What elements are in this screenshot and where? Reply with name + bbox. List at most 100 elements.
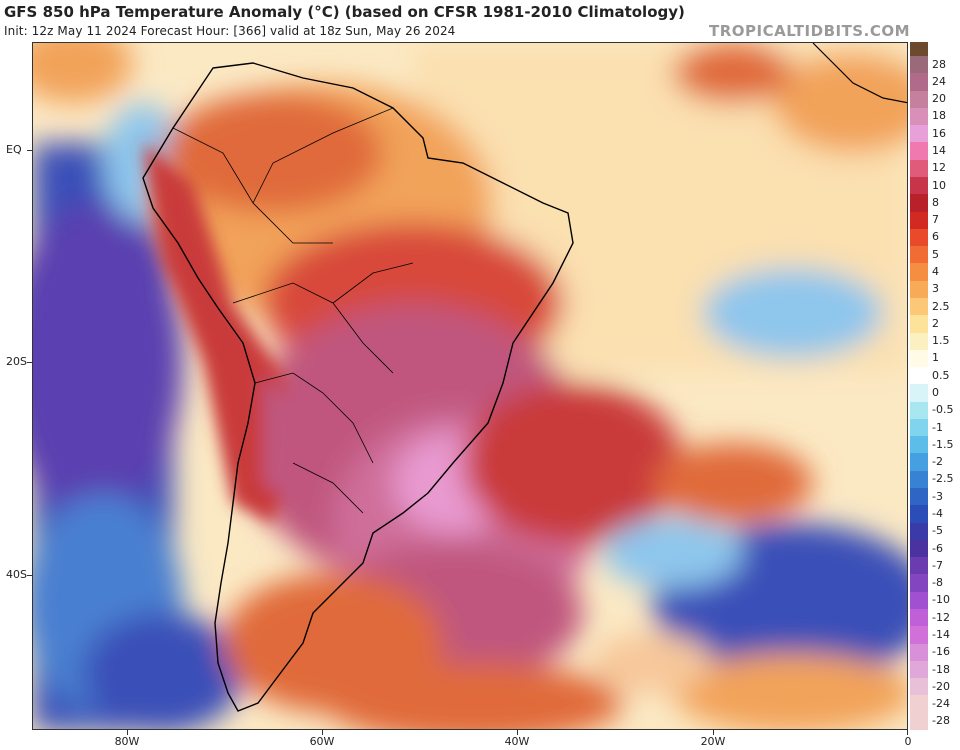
colorbar-cap [910, 42, 960, 56]
colorbar-swatch [910, 678, 928, 696]
colorbar-swatch [910, 574, 928, 592]
colorbar-level: 16 [910, 125, 960, 143]
lat-label-20s: 20S [6, 355, 27, 368]
colorbar-swatch [910, 125, 928, 143]
colorbar-swatch [910, 176, 928, 195]
colorbar-level: -8 [910, 574, 960, 592]
colorbar-swatch [910, 367, 928, 385]
colorbar-swatch [910, 384, 928, 402]
colorbar-label: 3 [932, 282, 939, 296]
colorbar-swatch [910, 211, 928, 229]
colorbar-swatch [910, 73, 928, 91]
colorbar-level: -4 [910, 505, 960, 523]
colorbar-label: 28 [932, 57, 946, 71]
colorbar-level: -20 [910, 678, 960, 696]
colorbar-level: 8 [910, 194, 960, 212]
colorbar-swatch [910, 349, 928, 368]
colorbar-swatch [910, 643, 928, 661]
map-canvas [33, 43, 907, 729]
colorbar-swatch [910, 246, 928, 264]
colorbar-swatch [910, 436, 928, 454]
colorbar-label: 5 [932, 247, 939, 261]
colorbar-level: 14 [910, 142, 960, 160]
colorbar-label: -2.5 [932, 472, 954, 486]
anomaly-field [33, 43, 907, 729]
colorbar-swatch [910, 626, 928, 644]
colorbar-swatch [910, 42, 928, 56]
colorbar-label: -5 [932, 524, 943, 538]
colorbar-label: 20 [932, 92, 946, 106]
colorbar-level: 28 [910, 56, 960, 74]
colorbar-swatch [910, 712, 928, 730]
colorbar-swatch [910, 660, 928, 679]
brand-watermark: TROPICALTIDBITS.COM [709, 22, 910, 40]
lat-label-40s: 40S [6, 568, 27, 581]
andes-anomaly [143, 143, 303, 523]
colorbar-label: -28 [932, 714, 950, 728]
colorbar-level: 7 [910, 211, 960, 229]
colorbar-label: -24 [932, 697, 950, 711]
lon-tick [907, 730, 908, 735]
colorbar-label: 10 [932, 178, 946, 192]
colorbar-label: 1 [932, 351, 939, 365]
colorbar-level: -14 [910, 626, 960, 644]
colorbar-label: -8 [932, 576, 943, 590]
colorbar-level: -5 [910, 522, 960, 540]
colorbar-label: 12 [932, 161, 946, 175]
colorbar-level: 2.5 [910, 297, 960, 316]
colorbar-level: -10 [910, 591, 960, 610]
colorbar-label: 0.5 [932, 368, 950, 382]
colorbar-label: 18 [932, 109, 946, 123]
colorbar-label: 1.5 [932, 334, 950, 348]
map-subtitle: Init: 12z May 11 2024 Forecast Hour: [36… [4, 24, 456, 38]
colorbar-swatch [910, 470, 928, 489]
colorbar-label: -1 [932, 420, 943, 434]
colorbar-swatch [910, 107, 928, 126]
colorbar-label: 0 [932, 385, 939, 399]
colorbar-swatch [910, 453, 928, 471]
colorbar-level: 10 [910, 176, 960, 195]
colorbar-label: -2 [932, 455, 943, 469]
colorbar-level: -18 [910, 660, 960, 679]
colorbar-label: -6 [932, 541, 943, 555]
colorbar-swatch [910, 488, 928, 506]
colorbar-swatch [910, 695, 928, 713]
colorbar-label: -7 [932, 558, 943, 572]
colorbar-label: -3 [932, 489, 943, 503]
colorbar-level: 24 [910, 73, 960, 91]
africa-coastline [812, 43, 907, 104]
colorbar-label: -18 [932, 662, 950, 676]
colorbar-swatch [910, 159, 928, 177]
colorbar-swatch [910, 591, 928, 610]
colorbar-level: -12 [910, 609, 960, 627]
colorbar-swatch [910, 505, 928, 523]
colorbar-level: -1 [910, 418, 960, 437]
colorbar-level: 18 [910, 107, 960, 126]
colorbar-label: -12 [932, 610, 950, 624]
colorbar-swatch [910, 522, 928, 540]
colorbar-swatch [910, 418, 928, 437]
colorbar-label: 16 [932, 126, 946, 140]
colorbar-swatch [910, 609, 928, 627]
colorbar-label: 14 [932, 144, 946, 158]
colorbar-level: -1.5 [910, 436, 960, 454]
lat-tick [27, 150, 32, 151]
colorbar-level: 4 [910, 263, 960, 281]
lat-tick [27, 575, 32, 576]
colorbar-level: -16 [910, 643, 960, 661]
colorbar-label: 4 [932, 265, 939, 279]
colorbar-swatch [910, 90, 928, 108]
colorbar-level: 1.5 [910, 332, 960, 350]
colorbar-swatch [910, 539, 928, 558]
colorbar-label: -20 [932, 679, 950, 693]
lon-tick [713, 730, 714, 735]
colorbar-level: -6 [910, 539, 960, 558]
colorbar-level: 0 [910, 384, 960, 402]
colorbar-swatch [910, 297, 928, 316]
colorbar-level: 5 [910, 246, 960, 264]
lon-label-20w: 20W [700, 735, 726, 748]
anomaly-map [32, 42, 908, 730]
lat-label-eq: EQ [6, 143, 22, 156]
colorbar-label: 2.5 [932, 299, 950, 313]
colorbar-label: 24 [932, 74, 946, 88]
